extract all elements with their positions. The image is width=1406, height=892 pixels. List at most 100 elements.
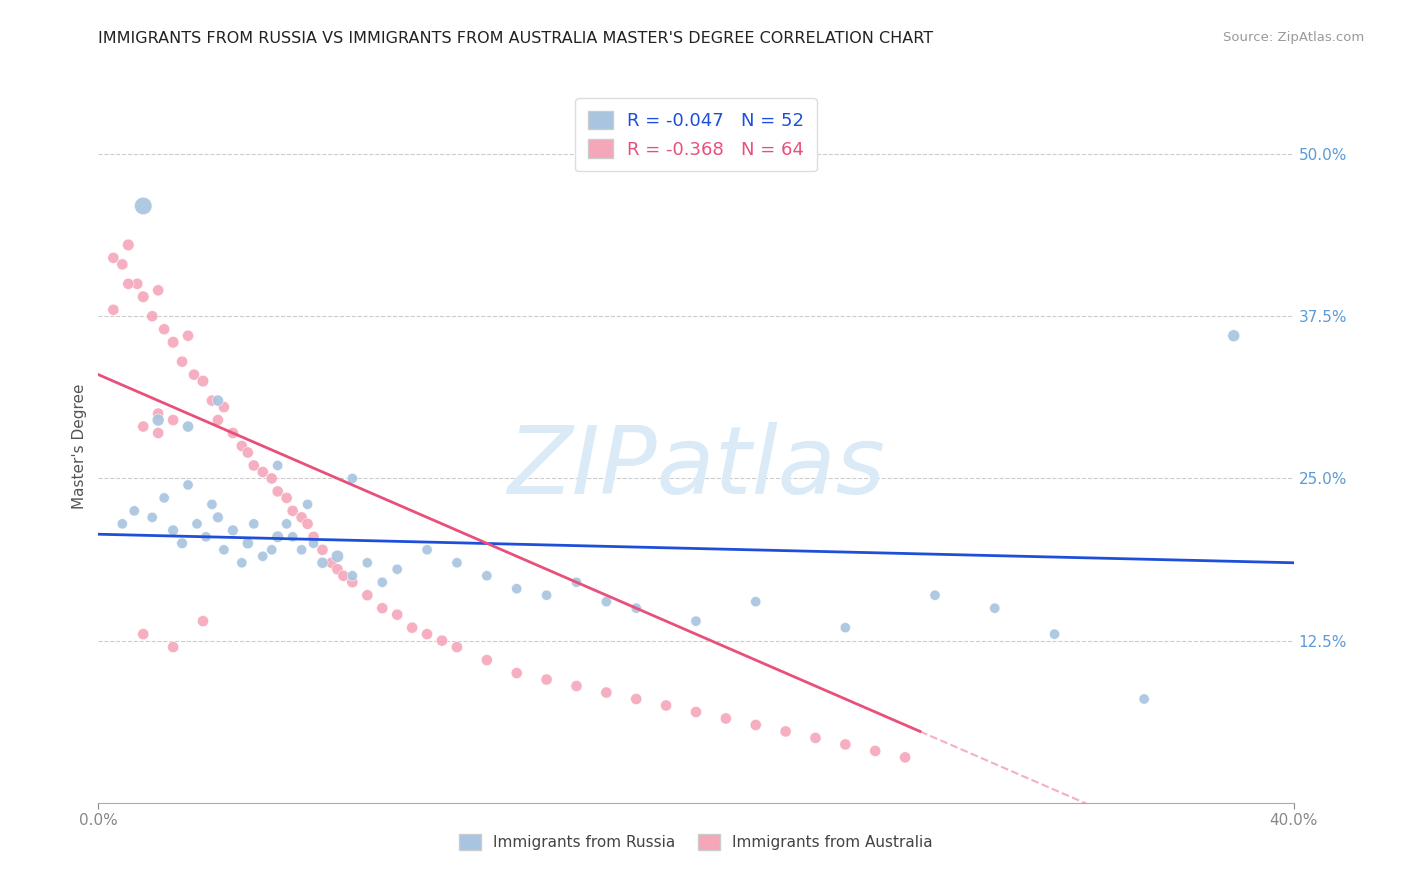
Point <box>132 290 155 304</box>
Point <box>252 549 274 564</box>
Point <box>186 516 208 531</box>
Point <box>984 601 1007 615</box>
Point <box>276 516 298 531</box>
Point <box>297 516 319 531</box>
Point <box>302 530 325 544</box>
Point <box>342 568 364 582</box>
Point <box>132 199 155 213</box>
Point <box>260 542 283 557</box>
Point <box>172 354 194 368</box>
Point <box>207 413 229 427</box>
Point <box>865 744 887 758</box>
Point <box>385 607 409 622</box>
Point <box>207 393 229 408</box>
Point <box>321 556 343 570</box>
Point <box>356 556 378 570</box>
Point <box>536 673 558 687</box>
Point <box>804 731 827 745</box>
Point <box>834 738 856 752</box>
Point <box>536 588 558 602</box>
Point <box>342 471 364 485</box>
Point <box>132 419 155 434</box>
Point <box>371 575 394 590</box>
Text: Source: ZipAtlas.com: Source: ZipAtlas.com <box>1223 31 1364 45</box>
Point <box>311 556 333 570</box>
Point <box>207 510 229 524</box>
Point <box>222 524 245 538</box>
Point <box>153 491 176 505</box>
Point <box>111 257 134 271</box>
Point <box>103 302 125 317</box>
Legend: Immigrants from Russia, Immigrants from Australia: Immigrants from Russia, Immigrants from … <box>450 825 942 859</box>
Point <box>745 595 768 609</box>
Point <box>446 556 468 570</box>
Point <box>243 458 266 473</box>
Point <box>745 718 768 732</box>
Point <box>127 277 149 291</box>
Point <box>201 497 224 511</box>
Point <box>267 530 290 544</box>
Point <box>177 478 200 492</box>
Point <box>1043 627 1066 641</box>
Point <box>267 484 290 499</box>
Point <box>153 322 176 336</box>
Point <box>103 251 125 265</box>
Point <box>117 277 139 291</box>
Point <box>401 621 423 635</box>
Point <box>162 524 184 538</box>
Point <box>195 530 218 544</box>
Point <box>117 238 139 252</box>
Point <box>148 407 170 421</box>
Text: IMMIGRANTS FROM RUSSIA VS IMMIGRANTS FROM AUSTRALIA MASTER'S DEGREE CORRELATION : IMMIGRANTS FROM RUSSIA VS IMMIGRANTS FRO… <box>98 31 934 46</box>
Point <box>475 653 498 667</box>
Point <box>201 393 224 408</box>
Point <box>236 536 259 550</box>
Y-axis label: Master's Degree: Master's Degree <box>72 384 87 508</box>
Point <box>685 705 707 719</box>
Point <box>506 582 529 596</box>
Point <box>267 458 290 473</box>
Point <box>565 679 588 693</box>
Point <box>291 542 314 557</box>
Point <box>446 640 468 654</box>
Point <box>276 491 298 505</box>
Point <box>655 698 678 713</box>
Text: ZIPatlas: ZIPatlas <box>508 422 884 513</box>
Point <box>416 627 439 641</box>
Point <box>183 368 205 382</box>
Point <box>1133 692 1156 706</box>
Point <box>714 711 737 725</box>
Point <box>124 504 146 518</box>
Point <box>148 425 170 440</box>
Point <box>231 556 253 570</box>
Point <box>177 328 200 343</box>
Point <box>231 439 253 453</box>
Point <box>416 542 439 557</box>
Point <box>506 666 529 681</box>
Point <box>111 516 134 531</box>
Point <box>326 562 349 576</box>
Point <box>302 536 325 550</box>
Point <box>326 549 349 564</box>
Point <box>222 425 245 440</box>
Point <box>141 310 163 324</box>
Point <box>281 530 304 544</box>
Point <box>162 413 184 427</box>
Point <box>475 568 498 582</box>
Point <box>626 692 648 706</box>
Point <box>1223 328 1246 343</box>
Point <box>191 614 214 628</box>
Point <box>626 601 648 615</box>
Point <box>148 413 170 427</box>
Point <box>162 640 184 654</box>
Point <box>191 374 214 388</box>
Point <box>685 614 707 628</box>
Point <box>141 510 163 524</box>
Point <box>132 627 155 641</box>
Point <box>311 542 333 557</box>
Point <box>212 400 235 414</box>
Point <box>212 542 235 557</box>
Point <box>252 465 274 479</box>
Point <box>385 562 409 576</box>
Point <box>281 504 304 518</box>
